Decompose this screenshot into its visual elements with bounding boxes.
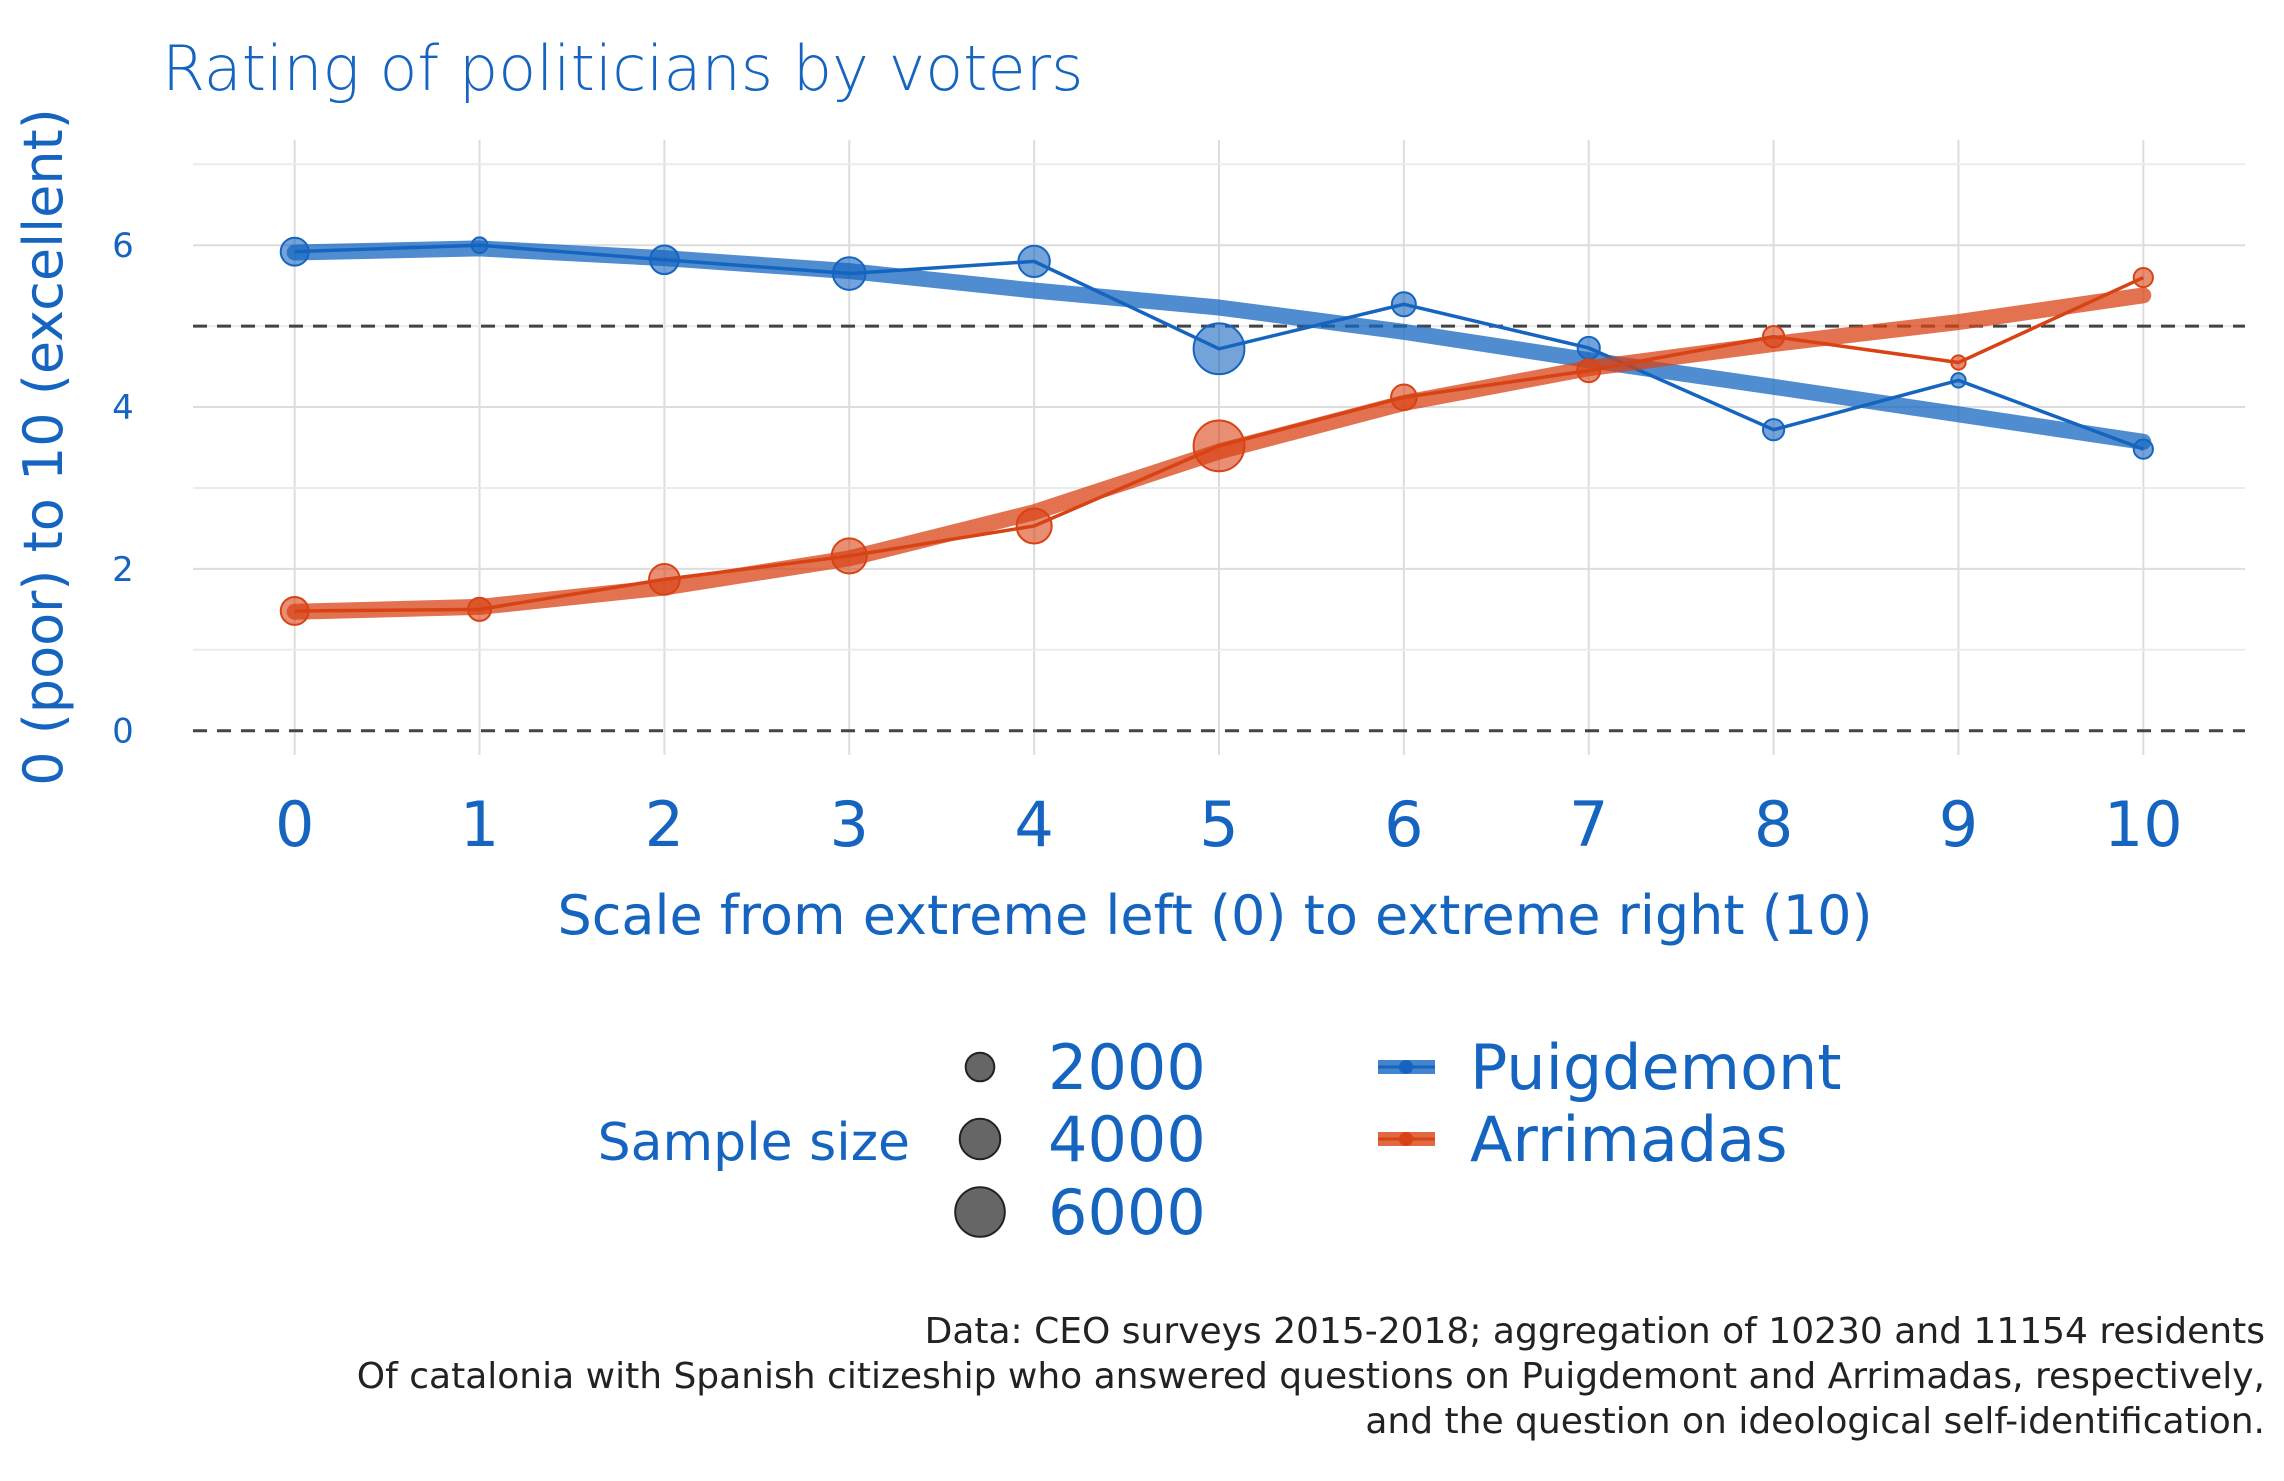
series-arrimadas [279,266,2154,626]
data-point [1576,335,1601,361]
legend-size-label: 6000 [1048,1176,1206,1249]
legend-size-title: Sample size [598,1113,910,1173]
x-tick-label: 2 [645,788,684,861]
chart-title: Rating of politicians by voters [162,32,1083,105]
data-point [470,236,489,255]
legend-color-point [1399,1060,1413,1074]
data-point [1761,418,1786,442]
legend-color-point [1399,1132,1413,1146]
data-point [1015,507,1053,545]
legend-color-label: Arrimadas [1470,1103,1788,1176]
legend-color-label: Puigdemont [1470,1031,1842,1104]
legend-size-label: 2000 [1048,1031,1206,1104]
data-point [279,596,310,626]
data-point [2132,266,2154,289]
x-axis-ticks: 0 1 2 3 4 5 6 7 8 9 10 [275,788,2183,861]
x-tick-label: 5 [1199,788,1238,861]
legend-size-label: 4000 [1048,1103,1206,1176]
data-point [648,563,681,596]
data-point [1390,383,1418,412]
data-point [1192,419,1246,473]
x-tick-label: 8 [1754,788,1793,861]
data-point [1761,325,1786,349]
x-tick-label: 9 [1939,788,1978,861]
data-point [831,256,867,291]
legend-size-marker [958,1117,1002,1161]
data-point [1950,354,1967,371]
caption: Data: CEO surveys 2015-2018; aggregation… [357,1311,2265,1442]
y-tick-label: 6 [112,226,134,266]
data-point [1017,244,1051,279]
caption-line: and the question on ideological self-ide… [1365,1401,2265,1442]
y-tick-label: 4 [112,388,134,428]
caption-line: Of catalonia with Spanish citizeship who… [357,1356,2265,1397]
series-layer [279,236,2154,626]
x-tick-label: 4 [1014,788,1053,861]
y-tick-label: 0 [112,712,134,752]
data-point [2132,438,2154,460]
legend-size-marker [954,1186,1006,1238]
grid [193,140,2245,755]
data-point [1192,322,1246,376]
x-tick-label: 6 [1384,788,1423,861]
data-point [1576,358,1602,384]
y-tick-label: 2 [112,550,134,590]
data-point [467,596,493,622]
legend-size-marker [964,1051,996,1083]
x-tick-label: 0 [275,788,314,861]
x-tick-label: 3 [830,788,869,861]
x-tick-label: 7 [1569,788,1608,861]
data-point [1950,372,1967,389]
y-axis-title: 0 (poor) to 10 (excellent) [12,108,75,786]
data-point [649,244,680,276]
data-point [279,236,310,267]
caption-line: Data: CEO surveys 2015-2018; aggregation… [925,1311,2265,1352]
y-axis-ticks: 0 2 4 6 [112,226,134,752]
data-point [830,537,868,575]
series-puigdemont [279,236,2154,460]
data-point [1390,291,1417,318]
x-tick-label: 1 [460,788,499,861]
x-tick-label: 10 [2104,788,2183,861]
x-axis-title: Scale from extreme left (0) to extreme r… [557,884,1872,947]
